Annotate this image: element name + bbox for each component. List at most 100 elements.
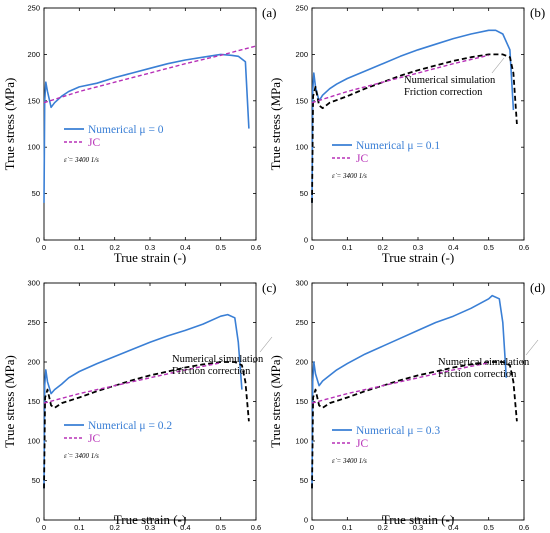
series-line-2 — [43, 361, 250, 489]
y-tick-label: 300 — [295, 279, 308, 288]
x-axis-label: True strain (-) — [114, 250, 186, 265]
plot-frame — [311, 7, 525, 241]
x-tick-label: 0.2 — [109, 243, 119, 252]
y-tick-label: 0 — [304, 236, 308, 245]
series-line-3 — [311, 54, 489, 104]
x-tick-label: 0.1 — [342, 523, 352, 532]
x-tick-label: 0.4 — [180, 243, 190, 252]
plot-frame — [311, 282, 525, 521]
series-line-2 — [311, 361, 518, 489]
legend-entry-jc: JC — [356, 153, 368, 165]
x-tick-label: 0.6 — [519, 523, 529, 532]
annotation-text: Numerical simulation — [172, 354, 264, 365]
chart-panel-1: 0 0.1 0.2 0.3 0.4 0.5 0.6 0 50 100 150 200 250 True s… — [2, 4, 276, 266]
chart-panel-3: 0 0.1 0.2 0.3 0.4 0.5 0.6 0 50 100 150 200 250 300 Tru… — [2, 279, 276, 533]
annotation-text: Numerical simulation — [438, 357, 530, 368]
y-tick-label: 200 — [295, 50, 308, 59]
y-tick-label: 150 — [27, 96, 40, 105]
annotation-leader — [491, 57, 505, 74]
annotation-text: Friction correction — [438, 369, 517, 380]
legend: Numerical μ = 0.3JC — [332, 425, 440, 450]
y-tick-label: 0 — [36, 516, 40, 525]
x-axis-label: True strain (-) — [382, 512, 454, 527]
strain-rate-label: ε̇ = 3400 1/s — [64, 452, 99, 460]
x-tick-label: 0.5 — [215, 243, 225, 252]
legend-entry-numerical: Numerical μ = 0.3 — [356, 425, 440, 437]
x-tick-label: 0.2 — [377, 243, 387, 252]
legend-entry-jc: JC — [88, 433, 100, 445]
series-line-1 — [43, 313, 243, 489]
y-axis-label: True stress (MPa) — [2, 355, 17, 448]
legend: Numerical μ = 0.2JC — [64, 420, 172, 445]
x-tick-label: 0.1 — [342, 243, 352, 252]
y-tick-label: 250 — [27, 318, 40, 327]
strain-rate-label: ε̇ = 3400 1/s — [332, 172, 367, 180]
x-tick-label: 0.4 — [448, 523, 458, 532]
y-tick-label: 250 — [295, 4, 308, 13]
x-axis-label: True strain (-) — [382, 250, 454, 265]
x-axis-label: True strain (-) — [114, 512, 186, 527]
x-tick-label: 0.4 — [448, 243, 458, 252]
y-tick-label: 150 — [27, 397, 40, 406]
legend-entry-numerical: Numerical μ = 0 — [88, 124, 164, 136]
y-tick-label: 100 — [295, 437, 308, 446]
legend-entry-numerical: Numerical μ = 0.1 — [356, 140, 440, 152]
y-tick-label: 100 — [27, 143, 40, 152]
panel-label: (d) — [530, 280, 545, 295]
x-tick-label: 0.1 — [74, 523, 84, 532]
series-line-2 — [311, 53, 518, 203]
y-tick-label: 200 — [295, 358, 308, 367]
strain-rate-label: ε̇ = 3400 1/s — [64, 156, 99, 164]
panel-label: (b) — [530, 5, 545, 20]
x-tick-label: 0.3 — [413, 523, 423, 532]
annotation-text: Friction correction — [404, 87, 483, 98]
y-tick-label: 250 — [27, 4, 40, 13]
series-line-3 — [311, 362, 489, 404]
x-tick-label: 0.3 — [145, 243, 155, 252]
strain-rate-label: ε̇ = 3400 1/s — [332, 457, 367, 465]
x-tick-label: 0 — [42, 523, 46, 532]
x-tick-label: 0.4 — [180, 523, 190, 532]
y-tick-label: 0 — [304, 516, 308, 525]
series-line-2 — [43, 45, 257, 104]
annotation-text: Numerical simulation — [404, 75, 496, 86]
x-tick-label: 0.3 — [145, 523, 155, 532]
x-tick-label: 0 — [310, 523, 314, 532]
x-tick-label: 0.2 — [109, 523, 119, 532]
x-tick-label: 0.1 — [74, 243, 84, 252]
x-tick-label: 0 — [310, 243, 314, 252]
legend-entry-jc: JC — [356, 438, 368, 450]
x-tick-label: 0.5 — [483, 243, 493, 252]
chart-panel-2: 0 0.1 0.2 0.3 0.4 0.5 0.6 0 50 100 150 200 250 True s… — [268, 4, 545, 266]
y-tick-label: 50 — [32, 189, 40, 198]
series-line-1 — [311, 294, 508, 489]
chart-panel-4: 0 0.1 0.2 0.3 0.4 0.5 0.6 0 50 100 150 200 250 300 Tru… — [268, 279, 545, 533]
panel-label: (c) — [262, 280, 276, 295]
series-line-3 — [43, 362, 221, 404]
y-tick-label: 150 — [295, 397, 308, 406]
y-tick-label: 250 — [295, 318, 308, 327]
y-axis-label: True stress (MPa) — [268, 78, 283, 171]
y-axis-label: True stress (MPa) — [268, 355, 283, 448]
legend-entry-jc: JC — [88, 137, 100, 149]
panel-label: (a) — [262, 5, 276, 20]
y-tick-label: 200 — [27, 50, 40, 59]
y-tick-label: 50 — [32, 476, 40, 485]
y-tick-label: 100 — [27, 437, 40, 446]
plot-frame — [43, 282, 257, 521]
legend-entry-numerical: Numerical μ = 0.2 — [88, 420, 172, 432]
x-tick-label: 0 — [42, 243, 46, 252]
y-axis-label: True stress (MPa) — [2, 78, 17, 171]
y-tick-label: 50 — [300, 476, 308, 485]
annotation-text: Friction correction — [172, 366, 251, 377]
series-line-1 — [43, 53, 250, 203]
x-tick-label: 0.5 — [483, 523, 493, 532]
y-tick-label: 200 — [27, 358, 40, 367]
y-tick-label: 50 — [300, 189, 308, 198]
y-tick-label: 0 — [36, 236, 40, 245]
y-tick-label: 100 — [295, 143, 308, 152]
x-tick-label: 0.6 — [519, 243, 529, 252]
y-tick-label: 300 — [27, 279, 40, 288]
legend: Numerical μ = 0JC — [64, 124, 164, 149]
